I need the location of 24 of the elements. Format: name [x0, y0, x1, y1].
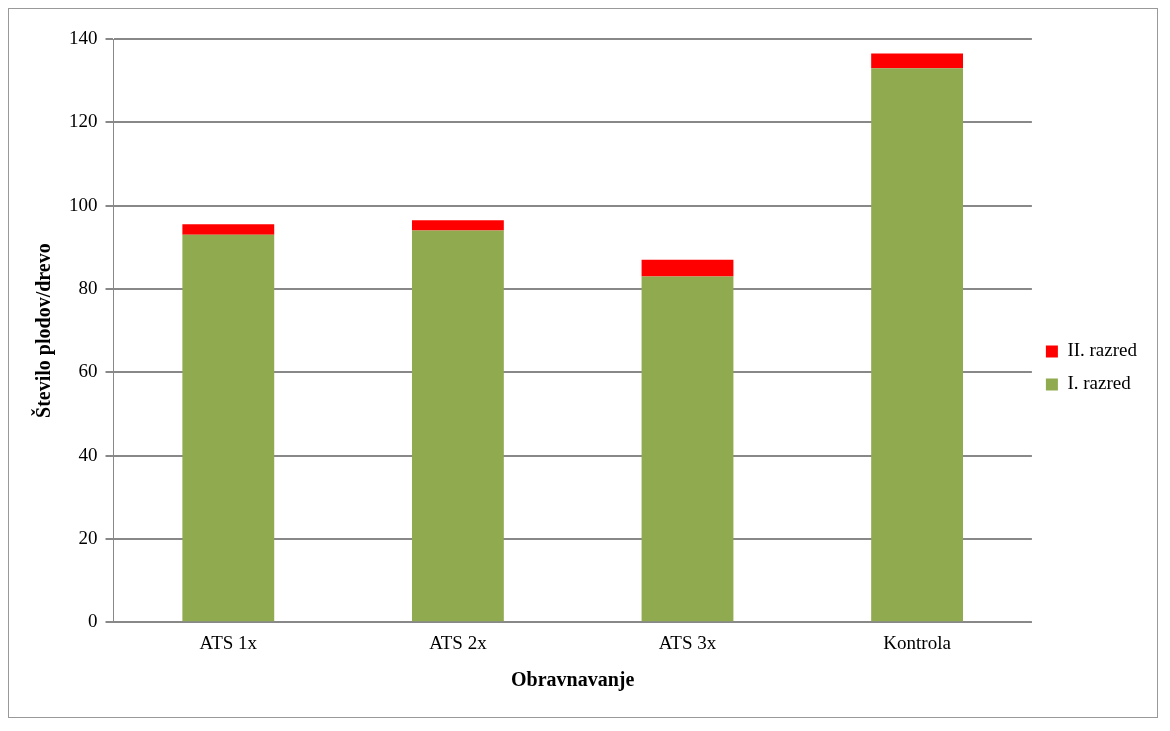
y-tick-label: 0	[88, 610, 98, 632]
y-tick-label: 100	[69, 193, 98, 215]
x-tick-label: ATS 1x	[199, 631, 258, 653]
x-axis-title: Obravnavanje	[511, 668, 635, 692]
y-axis-title: Število plodov/drevo	[31, 243, 56, 418]
bar	[182, 224, 275, 235]
bar	[871, 53, 964, 69]
y-tick-label: 80	[78, 276, 98, 298]
x-tick-label: Kontrola	[883, 631, 952, 653]
bar	[411, 230, 504, 622]
legend-label: I. razred	[1067, 372, 1132, 394]
bar	[641, 259, 734, 277]
y-tick-label: 140	[69, 26, 98, 48]
legend-label: II. razred	[1067, 339, 1138, 361]
bar	[411, 220, 504, 231]
y-tick-label: 20	[78, 526, 98, 548]
bar	[871, 68, 964, 622]
y-tick-label: 60	[78, 360, 98, 382]
x-tick-label: ATS 2x	[429, 631, 488, 653]
x-tick-label: ATS 3x	[658, 631, 717, 653]
y-tick-label: 120	[69, 110, 98, 132]
y-tick-label: 40	[78, 443, 98, 465]
bar	[641, 276, 734, 622]
bar	[182, 234, 275, 622]
